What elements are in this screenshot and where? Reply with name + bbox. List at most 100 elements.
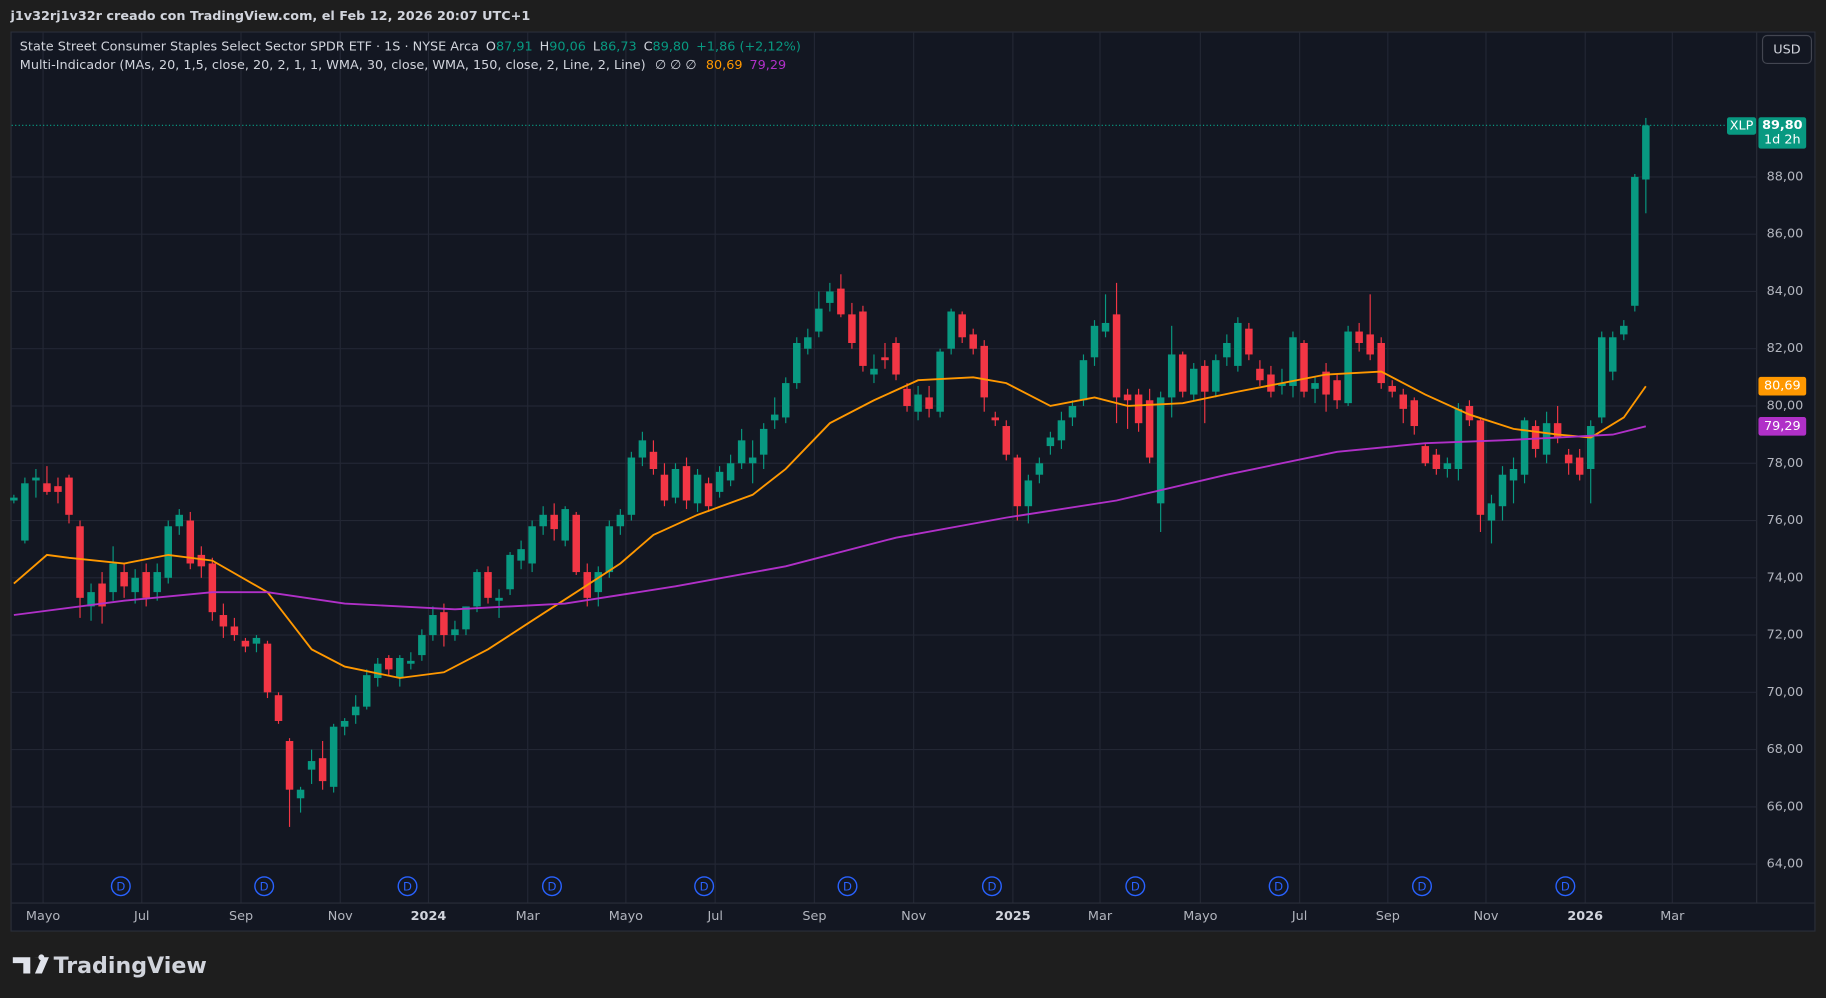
y-tick-label: 82,00	[1767, 341, 1804, 356]
ohlc-value: 89,80	[653, 39, 690, 54]
candle-body	[241, 640, 250, 647]
candle-body	[197, 554, 206, 567]
indicator-value: 80,69	[706, 58, 743, 73]
candle-body	[1134, 394, 1143, 424]
candle-body	[65, 477, 73, 515]
candle-body	[1123, 394, 1132, 401]
ma-price-label: 79,29	[1764, 419, 1801, 434]
candle-body	[980, 345, 988, 398]
candle-body	[1112, 314, 1121, 398]
candle-body	[837, 288, 845, 315]
x-tick-label: Mar	[1660, 909, 1685, 924]
candle-body	[396, 657, 404, 679]
candle-body	[252, 637, 261, 644]
candle-body	[186, 520, 195, 564]
candle-body	[1344, 331, 1352, 404]
candle-body	[318, 758, 327, 782]
candle-body	[1090, 325, 1099, 358]
dividend-marker	[397, 876, 418, 897]
candle-body	[1267, 374, 1275, 392]
x-tick-label: Sep	[1376, 909, 1400, 924]
candle-body	[473, 572, 481, 607]
caption: j1v32rj1v32r creado con TradingView.com,…	[9, 9, 530, 24]
candle-body	[1300, 342, 1308, 392]
candle-body	[340, 720, 349, 727]
symbol-label: XLP	[1730, 118, 1754, 133]
candle-body	[793, 342, 801, 384]
moving-average-line	[13, 370, 1647, 679]
y-tick-label: 74,00	[1767, 570, 1804, 585]
candle-body	[914, 394, 922, 412]
candle-body	[682, 466, 691, 501]
brand-logo	[12, 954, 49, 974]
dividend-marker	[110, 876, 131, 897]
candle-body	[87, 592, 95, 607]
ohlc-key: C	[644, 39, 653, 54]
candle-body	[1609, 337, 1617, 372]
candle-body	[804, 337, 812, 349]
candle-body	[1223, 342, 1231, 358]
dividend-label: D	[700, 879, 709, 893]
candle-body	[815, 308, 823, 332]
y-tick-label: 78,00	[1767, 456, 1804, 471]
candle-body	[1575, 457, 1584, 475]
candle-body	[407, 660, 415, 664]
y-tick-label: 86,00	[1767, 227, 1804, 242]
ohlc-value: 87,91	[496, 39, 533, 54]
dividend-marker	[837, 876, 858, 897]
x-tick-label: Nov	[1473, 909, 1498, 924]
candle-body	[1620, 325, 1628, 335]
candle-body	[219, 615, 228, 627]
candle-body	[1145, 400, 1154, 458]
candle-body	[991, 417, 1000, 421]
candle-body	[1454, 408, 1463, 469]
candle-body	[881, 357, 889, 361]
candle-body	[1189, 368, 1198, 395]
candle-body	[1057, 420, 1066, 441]
dividend-marker	[981, 876, 1002, 897]
candle-body	[660, 474, 669, 501]
countdown-label: 1d 2h	[1764, 132, 1801, 147]
candle-body	[1410, 400, 1419, 427]
candle-body	[1311, 383, 1319, 389]
candle-body	[1597, 337, 1606, 418]
candle-body	[285, 741, 294, 790]
candle-body	[1476, 420, 1485, 515]
dividend-marker	[541, 876, 562, 897]
brand: TradingView	[12, 953, 207, 979]
x-tick-label: Jul	[706, 909, 722, 924]
candle-body	[947, 311, 955, 349]
candle-body	[374, 663, 382, 679]
moving-average-line	[13, 425, 1647, 616]
candle-body	[351, 706, 360, 716]
x-tick-label: Sep	[802, 909, 826, 924]
candle-body	[770, 414, 779, 421]
currency-button-label[interactable]: USD	[1773, 43, 1800, 58]
candle-body	[969, 334, 977, 349]
candle-body	[925, 397, 933, 409]
candle-body	[484, 572, 492, 598]
candle-body	[1631, 176, 1639, 306]
candle-body	[429, 615, 437, 636]
candle-body	[1333, 380, 1341, 401]
candle-body	[230, 626, 239, 636]
x-tick-label: Jul	[1291, 909, 1307, 924]
chart-panel	[10, 31, 1816, 932]
ohlc-key: L	[593, 39, 601, 54]
candle-body	[1046, 437, 1055, 447]
currency-button-frame[interactable]	[1761, 34, 1813, 65]
currency-button[interactable]: USD	[1761, 34, 1813, 65]
candle-body	[903, 388, 911, 406]
ma-price-label: 80,69	[1764, 379, 1801, 394]
dividend-label: D	[1561, 879, 1570, 893]
candle-body	[385, 657, 393, 670]
candle-body	[1212, 360, 1220, 392]
candle-body	[1079, 360, 1088, 401]
candle-body	[1432, 454, 1441, 469]
dividend-label: D	[987, 879, 996, 893]
candle-body	[870, 368, 878, 375]
candle-body	[1035, 463, 1044, 475]
ma-price-badge	[1758, 376, 1807, 396]
candle-body	[671, 468, 680, 498]
candle-body	[307, 761, 316, 770]
